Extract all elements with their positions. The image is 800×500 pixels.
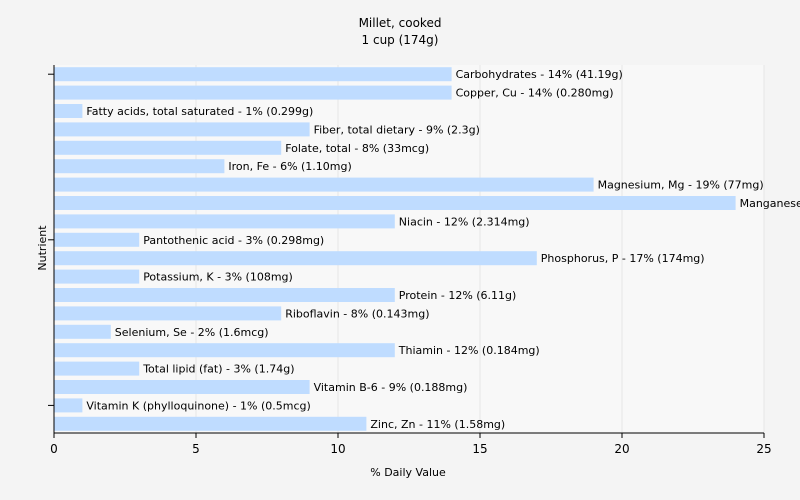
x-axis-label: % Daily Value bbox=[370, 466, 446, 479]
bar bbox=[54, 398, 83, 413]
bar-label: Carbohydrates - 14% (41.19g) bbox=[456, 68, 623, 81]
bar-label: Protein - 12% (6.11g) bbox=[399, 289, 517, 302]
bar-label: Zinc, Zn - 11% (1.58mg) bbox=[370, 418, 505, 431]
x-tick-label: 5 bbox=[192, 442, 200, 456]
bar-label: Folate, total - 8% (33mcg) bbox=[285, 142, 429, 155]
bar bbox=[54, 177, 594, 192]
x-tick-label: 25 bbox=[756, 442, 771, 456]
bar-label: Niacin - 12% (2.314mg) bbox=[399, 215, 530, 228]
bar-layer: Carbohydrates - 14% (41.19g) Copper, Cu -… bbox=[54, 67, 800, 431]
bar bbox=[54, 104, 83, 118]
bar bbox=[54, 343, 395, 358]
bar-label: Vitamin K (phylloquinone) - 1% (0.5mcg) bbox=[86, 399, 310, 412]
grid-layer bbox=[53, 65, 765, 433]
bar bbox=[54, 196, 736, 210]
chart-subtitle: 1 cup (174g) bbox=[362, 33, 439, 47]
bar bbox=[54, 67, 452, 82]
bar bbox=[54, 214, 395, 229]
bar-label: Potassium, K - 3% (108mg) bbox=[143, 271, 293, 284]
bar-label: Fiber, total dietary - 9% (2.3g) bbox=[314, 123, 480, 136]
bar bbox=[54, 232, 140, 247]
x-tick-label: 15 bbox=[472, 442, 487, 456]
bar bbox=[54, 324, 111, 339]
x-tick-label: 10 bbox=[330, 442, 345, 456]
bar-label: Selenium, Se - 2% (1.6mcg) bbox=[115, 326, 269, 339]
axis-layer: 0 5 10 15 20 25 bbox=[48, 65, 772, 456]
bar bbox=[54, 416, 367, 431]
plot-area bbox=[54, 65, 764, 433]
bar-label: Pantothenic acid - 3% (0.298mg) bbox=[143, 234, 324, 247]
bar-label: Manganese, Mn - 24% (0.473mg) bbox=[740, 197, 800, 210]
bar bbox=[54, 85, 452, 100]
bar bbox=[54, 122, 310, 137]
bar-label: Phosphorus, P - 17% (174mg) bbox=[541, 252, 705, 265]
bar-label: Iron, Fe - 6% (1.10mg) bbox=[228, 160, 351, 173]
bar-label: Vitamin B-6 - 9% (0.188mg) bbox=[314, 381, 468, 394]
bar-label: Copper, Cu - 14% (0.280mg) bbox=[456, 87, 614, 100]
bar-label: Fatty acids, total saturated - 1% (0.299… bbox=[86, 105, 313, 118]
bar-label: Thiamin - 12% (0.184mg) bbox=[398, 344, 540, 357]
bar bbox=[54, 269, 140, 284]
chart-title: Millet, cooked bbox=[359, 16, 442, 30]
bar bbox=[54, 306, 282, 321]
bar bbox=[54, 361, 140, 376]
bar bbox=[54, 140, 282, 155]
bar bbox=[54, 380, 310, 394]
bar bbox=[54, 159, 225, 174]
bar bbox=[54, 251, 537, 266]
x-tick-label: 0 bbox=[50, 442, 58, 456]
bar-label: Riboflavin - 8% (0.143mg) bbox=[285, 307, 429, 320]
bar-label: Magnesium, Mg - 19% (77mg) bbox=[598, 179, 764, 192]
x-tick-label: 20 bbox=[614, 442, 629, 456]
bar-label: Total lipid (fat) - 3% (1.74g) bbox=[142, 363, 294, 376]
y-axis-label: Nutrient bbox=[36, 225, 49, 271]
bar bbox=[54, 288, 395, 302]
